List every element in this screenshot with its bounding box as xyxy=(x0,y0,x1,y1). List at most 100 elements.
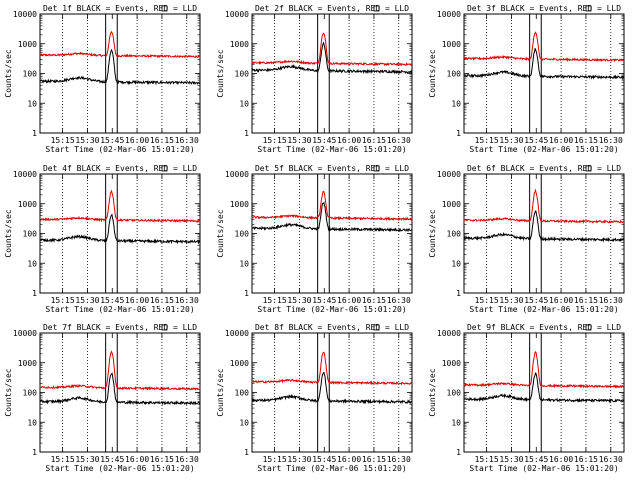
panel-title: Det 5f BLACK = Events, RED = LLD xyxy=(255,164,409,173)
x-tick-label: 15:15 xyxy=(263,136,287,145)
plot-frame xyxy=(251,173,413,294)
x-tick-label: 15:30 xyxy=(499,296,523,305)
y-tick-label: 10 xyxy=(451,99,461,108)
x-axis-title: Start Time (02-Mar-06 15:01:20) xyxy=(45,464,194,473)
panel-title: Det 7f BLACK = Events, RED = LLD xyxy=(43,323,197,332)
y-tick-label: 10000 xyxy=(437,170,461,179)
y-tick-label: 10 xyxy=(27,259,37,268)
y-tick-label: 10 xyxy=(451,418,461,427)
plot-frame xyxy=(463,173,625,294)
x-tick-label: 15:15 xyxy=(475,455,499,464)
y-tick-label: 1000 xyxy=(230,200,249,209)
x-tick-label: 15:45 xyxy=(524,455,548,464)
y-tick-label: 1000 xyxy=(442,200,461,209)
x-tick-label: 16:00 xyxy=(337,455,361,464)
x-tick-label: 15:30 xyxy=(499,455,523,464)
events-series-line xyxy=(39,48,201,86)
lld-series-line xyxy=(39,350,201,391)
panel-title: Det 2f BLACK = Events, RED = LLD xyxy=(255,4,409,13)
x-tick-label: 15:45 xyxy=(312,455,336,464)
y-tick-label: 10 xyxy=(451,259,461,268)
y-tick-label: 10000 xyxy=(225,329,249,338)
y-tick-label: 10 xyxy=(27,99,37,108)
x-tick-label: 15:45 xyxy=(100,455,124,464)
x-tick-label: 15:45 xyxy=(312,136,336,145)
panel-det-8: Det 8f BLACK = Events, RED = LLD 1 10 100 10… xyxy=(216,323,413,473)
y-tick-label: 10000 xyxy=(437,10,461,19)
legend-box xyxy=(585,5,592,12)
x-tick-label: 16:00 xyxy=(125,455,149,464)
y-tick-label: 10 xyxy=(239,418,249,427)
x-tick-label: 15:15 xyxy=(263,296,287,305)
x-tick-label: 16:00 xyxy=(337,136,361,145)
x-tick-label: 15:30 xyxy=(499,136,523,145)
y-tick-label: 10000 xyxy=(225,170,249,179)
x-tick-label: 16:15 xyxy=(362,296,386,305)
x-tick-label: 15:15 xyxy=(263,455,287,464)
x-tick-label: 16:00 xyxy=(549,136,573,145)
y-tick-label: 100 xyxy=(447,70,462,79)
x-tick-label: 15:45 xyxy=(100,296,124,305)
y-tick-label: 100 xyxy=(235,389,250,398)
x-tick-label: 16:30 xyxy=(175,455,199,464)
x-tick-label: 15:30 xyxy=(75,136,99,145)
panel-det-2: Det 2f BLACK = Events, RED = LLD 1 10 100 10… xyxy=(216,4,413,154)
panel-det-1: Det 1f BLACK = Events, RED = LLD 1 10 100 10… xyxy=(4,4,201,154)
y-axis-title: Counts/sec xyxy=(4,368,13,416)
y-tick-label: 10000 xyxy=(13,329,37,338)
events-series-line xyxy=(251,41,413,75)
y-tick-label: 1000 xyxy=(18,200,37,209)
y-tick-label: 1 xyxy=(32,289,37,298)
x-tick-label: 16:30 xyxy=(387,455,411,464)
plot-frame xyxy=(39,13,201,134)
y-tick-label: 100 xyxy=(23,389,38,398)
y-tick-label: 1000 xyxy=(442,359,461,368)
y-tick-label: 100 xyxy=(447,230,462,239)
lld-series-line xyxy=(463,351,625,389)
x-tick-label: 15:15 xyxy=(51,296,75,305)
panel-det-3: Det 3f BLACK = Events, RED = LLD 1 10 100 10… xyxy=(428,4,625,154)
lld-series-line xyxy=(39,30,201,59)
y-axis-title: Counts/sec xyxy=(428,209,437,257)
x-tick-label: 15:30 xyxy=(287,296,311,305)
lld-series-line xyxy=(463,188,625,224)
x-tick-label: 15:15 xyxy=(475,136,499,145)
x-tick-label: 16:15 xyxy=(574,455,598,464)
plot-frame xyxy=(251,13,413,134)
y-tick-label: 10 xyxy=(239,99,249,108)
plot-frame xyxy=(463,13,625,134)
legend-box xyxy=(373,165,380,172)
x-tick-label: 15:45 xyxy=(100,136,124,145)
events-series-line xyxy=(251,371,413,405)
y-tick-label: 10 xyxy=(27,418,37,427)
y-axis-title: Counts/sec xyxy=(4,49,13,97)
x-tick-label: 16:00 xyxy=(549,296,573,305)
y-axis-title: Counts/sec xyxy=(4,209,13,257)
y-tick-label: 100 xyxy=(23,70,38,79)
legend-box xyxy=(161,324,168,331)
events-series-line xyxy=(39,372,201,406)
y-tick-label: 1000 xyxy=(18,40,37,49)
y-tick-label: 1 xyxy=(32,129,37,138)
y-tick-label: 1 xyxy=(244,289,249,298)
y-tick-label: 100 xyxy=(235,230,250,239)
y-tick-label: 1 xyxy=(244,129,249,138)
x-tick-label: 15:45 xyxy=(312,296,336,305)
x-tick-label: 16:30 xyxy=(175,136,199,145)
y-tick-label: 10000 xyxy=(13,170,37,179)
panel-title: Det 4f BLACK = Events, RED = LLD xyxy=(43,164,197,173)
x-tick-label: 15:15 xyxy=(475,296,499,305)
legend-box xyxy=(373,5,380,12)
x-tick-label: 16:15 xyxy=(150,455,174,464)
y-tick-label: 10000 xyxy=(13,10,37,19)
legend-box xyxy=(585,324,592,331)
y-tick-label: 100 xyxy=(23,230,38,239)
y-tick-label: 1 xyxy=(32,448,37,457)
panel-title: Det 1f BLACK = Events, RED = LLD xyxy=(43,4,197,13)
x-axis-title: Start Time (02-Mar-06 15:01:20) xyxy=(257,305,406,314)
x-tick-label: 15:45 xyxy=(524,136,548,145)
y-tick-label: 1 xyxy=(244,448,249,457)
legend-box xyxy=(161,165,168,172)
y-tick-label: 10000 xyxy=(225,10,249,19)
x-axis-title: Start Time (02-Mar-06 15:01:20) xyxy=(469,305,618,314)
